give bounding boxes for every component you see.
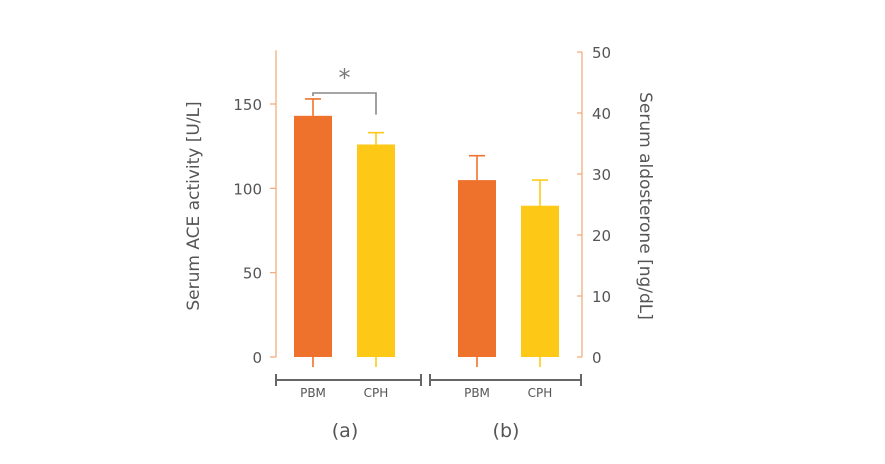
right-tick-label: 40 — [592, 105, 611, 123]
right-axis-title: Serum aldosterone [ng/dL] — [635, 92, 655, 320]
right-tick-label: 0 — [592, 349, 602, 367]
panel-label-a: (a) — [332, 420, 358, 442]
right-tick-label: 30 — [592, 166, 611, 184]
left-tick-label: 50 — [243, 265, 262, 283]
group-axis: PBM CPH PBM CPH — [275, 374, 582, 400]
left-axis-title: Serum ACE activity [U/L] — [184, 101, 204, 310]
right-y-axis: 0 10 20 30 40 50 — [577, 44, 611, 367]
left-tick-label: 0 — [252, 349, 262, 367]
panel-b-category-label: CPH — [528, 386, 553, 400]
panel-b-bar-pbm — [458, 180, 496, 357]
right-tick-label: 10 — [592, 288, 611, 306]
right-tick-label: 50 — [592, 44, 611, 62]
left-tick-label: 100 — [233, 180, 262, 198]
panel-a-category-label: PBM — [300, 386, 326, 400]
panel-b-category-label: PBM — [464, 386, 490, 400]
bars — [294, 98, 559, 367]
panel-a-bar-cph — [357, 144, 395, 357]
significance-bracket: * — [312, 64, 377, 115]
panel-label-b: (b) — [493, 420, 520, 442]
right-tick-label: 20 — [592, 227, 611, 245]
significance-star: * — [339, 64, 351, 92]
significance-bracket-line — [312, 92, 377, 115]
panel-a-bar-pbm — [294, 115, 332, 357]
panel-a-category-label: CPH — [364, 386, 389, 400]
left-y-axis: 0 50 100 150 — [233, 50, 277, 367]
panel-b-bar-cph — [521, 205, 559, 357]
left-tick-label: 150 — [233, 96, 262, 114]
